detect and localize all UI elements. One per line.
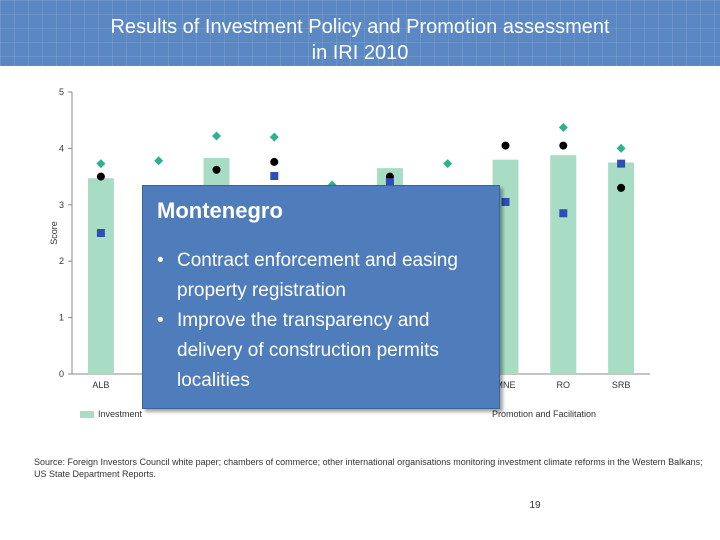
y-axis-title: Score [49,221,59,245]
diamond-marker [154,156,164,166]
title-banner: Results of Investment Policy and Promoti… [0,0,720,66]
callout-bullets: Contract enforcement and easing property… [157,246,493,396]
slide-title: Results of Investment Policy and Promoti… [60,14,660,66]
circle-marker [212,165,221,174]
legend-label-promotion: Promotion and Facilitation [492,409,596,419]
y-tick-label: 1 [59,313,64,323]
circle-marker [501,141,510,150]
callout-bullet-2: Improve the transparency and delivery of… [157,306,493,396]
y-tick-label: 4 [59,143,64,153]
page-number: 19 [529,500,541,511]
x-tick-label-RO: RO [557,380,571,390]
square-marker [559,209,568,218]
diamond-marker [269,132,279,142]
callout-bullet-1: Contract enforcement and easing property… [157,246,493,306]
x-tick-label-MNE: MNE [496,380,516,390]
square-marker [270,172,279,181]
chart-markers [96,123,626,237]
chart-x-labels: ALB MNE RO SRB [92,380,630,390]
diamond-marker [212,131,221,141]
slide-title-line-1: Results of Investment Policy and Promoti… [110,16,610,38]
y-tick-label: 0 [59,369,64,379]
legend-label-privatisation: Privatisation and PPP Policy [296,455,410,456]
diamond-marker [558,123,568,133]
banner-grid-pattern [0,0,720,66]
legend-label-investment: Investment [98,409,143,419]
bar-ALB [87,178,114,374]
x-tick-label-ALB: ALB [92,380,109,390]
circle-marker [617,183,626,192]
diamond-marker [96,159,106,169]
slide-title-line-2: in IRI 2010 [311,42,409,64]
y-tick-label: 3 [59,200,64,210]
square-marker [617,159,626,168]
circle-marker [96,172,105,181]
montenegro-callout: Montenegro Contract enforcement and easi… [142,185,500,409]
square-marker [501,197,510,206]
square-marker [385,178,394,187]
circle-marker [559,141,568,150]
square-marker [96,229,105,237]
circle-marker [270,157,279,166]
diamond-marker [616,143,626,153]
legend-swatch-investment [80,411,94,418]
callout-heading: Montenegro [157,198,283,223]
y-tick-label: 5 [59,87,64,97]
diamond-marker [443,159,453,169]
bar-SRB [608,162,635,374]
bar-RO [550,155,577,374]
source-note: Source: Foreign Investors Council white … [34,457,703,479]
x-tick-label-SRB: SRB [612,380,631,390]
y-tick-label: 2 [59,256,64,266]
